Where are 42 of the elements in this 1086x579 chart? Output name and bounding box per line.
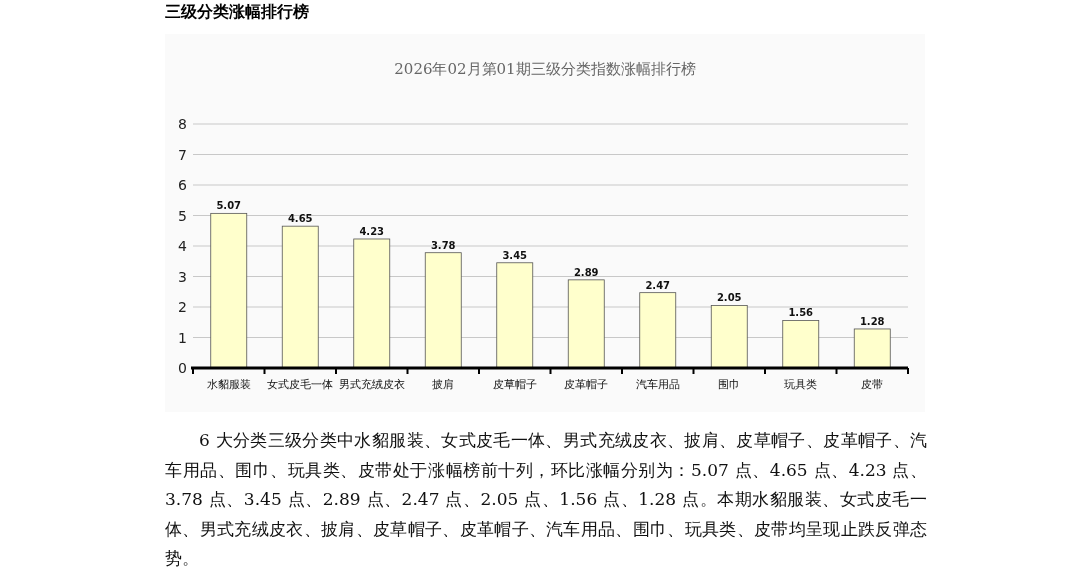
x-tick-label: 女式皮毛一体: [267, 378, 334, 391]
y-tick-label: 6: [178, 177, 188, 193]
bar: [210, 212, 248, 369]
x-tick-label: 皮革帽子: [564, 378, 609, 391]
data-label: 4.23: [359, 225, 385, 237]
data-label: 1.56: [788, 307, 814, 319]
x-tick-label: 披肩: [432, 378, 455, 391]
data-label: 3.45: [502, 249, 528, 261]
x-tick-label: 皮带: [861, 378, 884, 391]
data-label: 4.65: [287, 213, 313, 225]
y-tick-label: 7: [178, 146, 187, 163]
bar: [496, 262, 534, 369]
x-tick-label: 汽车用品: [635, 378, 680, 391]
y-tick-label: 3: [178, 268, 187, 285]
bar: [281, 225, 319, 369]
text: 6 大分类三级分类中水貂服装、女式皮毛一体、男式充绒皮衣、披肩、皮草帽子、皮革帽子、汽车用品、围巾、玩具类、皮带处于涨幅榜前十列，环比涨幅分别为：5.07 点、4.65 点、4.23 点、3.78 点、3.45 点、2.89 点、2.47 点、2.05 点、1.56 点、1.28 点。本期水貂服装、女式皮毛一体、男式充绒皮衣、披肩、皮草帽子、皮革帽子、汽车用品、围巾、玩具类、皮带均呈现止跌反弹态势。: [165, 429, 927, 570]
data-label: 2.47: [645, 279, 671, 291]
x-tick-label: 水貂服装: [206, 378, 251, 391]
bar: [424, 252, 462, 369]
x-tick-label: 男式充绒皮衣: [338, 378, 405, 391]
bar: [710, 305, 748, 369]
data-label: 3.78: [430, 239, 456, 251]
y-tick-label: 4: [178, 238, 188, 254]
x-tick-label: 围巾: [718, 378, 741, 391]
y-tick-label: 5: [178, 207, 187, 224]
y-tick-label: 2: [178, 299, 187, 315]
y-tick-label: 0: [178, 360, 187, 376]
text: 三级分类涨幅排行榜: [165, 2, 309, 23]
x-tick-label: 玩具类: [784, 378, 818, 391]
y-tick-label: 1: [178, 329, 187, 346]
x-tick-label: 皮草帽子: [492, 378, 537, 391]
chart-title: 2026年02月第01期三级分类指数涨幅排行榜: [394, 60, 696, 78]
bar: [853, 328, 891, 369]
bar: [639, 292, 677, 369]
bar: [782, 320, 820, 369]
data-label: 5.07: [216, 200, 242, 212]
bar: [353, 238, 391, 369]
bar: [567, 279, 605, 369]
data-label: 2.89: [573, 266, 599, 278]
data-label: 2.05: [716, 292, 742, 304]
y-tick-label: 8: [178, 116, 187, 132]
data-label: 1.28: [859, 315, 885, 327]
